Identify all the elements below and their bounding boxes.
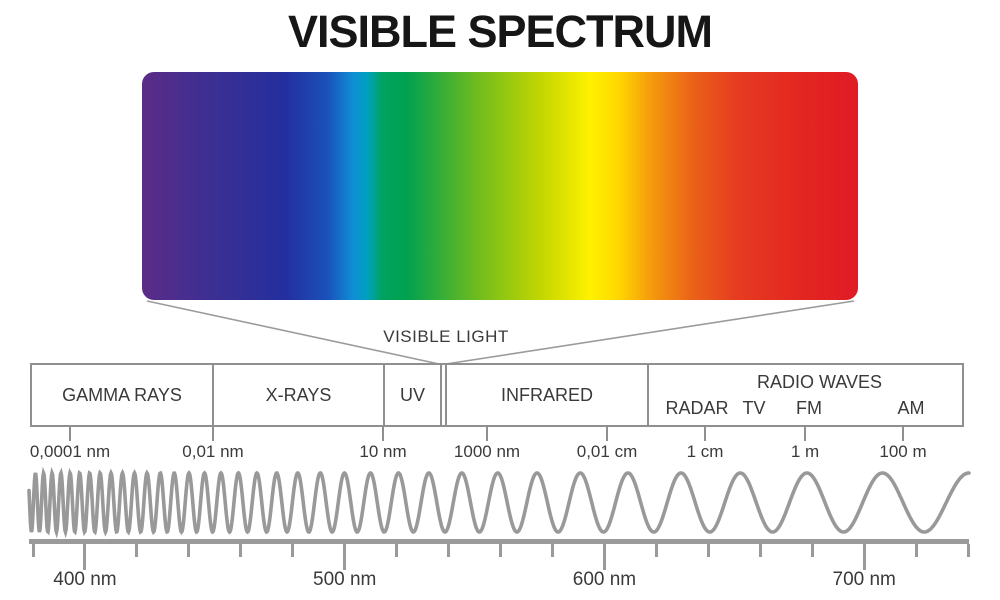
radio-subband-label: AM — [897, 398, 925, 418]
nm-minor-tick — [135, 544, 139, 557]
em-scale-tick — [486, 427, 488, 441]
table-divider — [647, 365, 649, 425]
nm-minor-tick — [966, 544, 970, 557]
nm-minor-tick — [187, 544, 191, 557]
em-scale-tick — [606, 427, 608, 441]
em-scale-label: 0,01 nm — [182, 442, 244, 461]
band-cell-gamma-rays: GAMMA RAYS — [62, 385, 182, 405]
nm-minor-tick — [239, 544, 243, 557]
nm-major-tick — [862, 544, 866, 570]
nm-minor-tick — [291, 544, 295, 557]
table-divider — [212, 365, 214, 425]
band-cell-uv: UV — [399, 385, 425, 405]
em-scale-label: 1 cm — [686, 442, 724, 461]
visible-light-label: VISIBLE LIGHT — [383, 327, 509, 346]
em-scale-tick — [704, 427, 706, 441]
nm-major-tick — [83, 544, 87, 570]
nm-minor-tick — [914, 544, 918, 557]
radio-subband-label: TV — [742, 398, 766, 418]
table-divider-visible-slot-left — [440, 365, 442, 425]
nm-minor-tick — [31, 544, 35, 557]
wavelength-wave — [27, 466, 971, 539]
em-scale-label: 0,01 cm — [576, 442, 638, 461]
nm-minor-tick — [447, 544, 451, 557]
table-divider-visible-slot-right — [445, 365, 447, 425]
em-scale-tick — [804, 427, 806, 441]
nm-scale-label: 500 nm — [313, 569, 377, 590]
nm-minor-tick — [395, 544, 399, 557]
nm-axis-bar — [29, 539, 969, 544]
nm-scale-label: 400 nm — [53, 569, 117, 590]
em-scale-label: 10 nm — [359, 442, 407, 461]
band-cell-infrared: INFRARED — [500, 385, 593, 405]
nm-minor-tick — [551, 544, 554, 557]
nm-major-tick — [602, 544, 606, 570]
em-scale-label: 100 m — [879, 442, 927, 461]
nm-minor-tick — [499, 544, 503, 557]
em-scale-label: 1 m — [790, 442, 820, 461]
nm-minor-tick — [758, 544, 762, 557]
page-title: VISIBLE SPECTRUM — [287, 6, 713, 57]
radio-subband-label: FM — [796, 398, 822, 418]
nm-minor-tick — [654, 544, 658, 557]
em-scale-tick — [902, 427, 904, 441]
nm-minor-tick — [706, 544, 710, 557]
radio-subband-label: RADAR — [665, 398, 729, 418]
spectrum-gradient-bar — [142, 72, 858, 300]
em-scale-tick — [69, 427, 71, 441]
nm-scale-label: 600 nm — [572, 569, 637, 590]
nm-minor-tick — [810, 544, 814, 557]
em-scale-label: 0,0001 nm — [29, 442, 111, 461]
table-divider — [383, 365, 385, 425]
nm-scale-label: 700 nm — [832, 569, 896, 590]
em-scale-tick — [212, 427, 214, 441]
em-band-table: GAMMA RAYS X-RAYS UV INFRARED RADIO WAVE… — [30, 363, 964, 427]
em-scale-tick — [382, 427, 384, 441]
em-scale-label: 1000 nm — [453, 442, 521, 461]
band-cell-x-rays: X-RAYS — [265, 385, 332, 405]
band-cell-radio-waves: RADIO WAVES — [756, 372, 882, 392]
nm-major-tick — [343, 544, 347, 570]
